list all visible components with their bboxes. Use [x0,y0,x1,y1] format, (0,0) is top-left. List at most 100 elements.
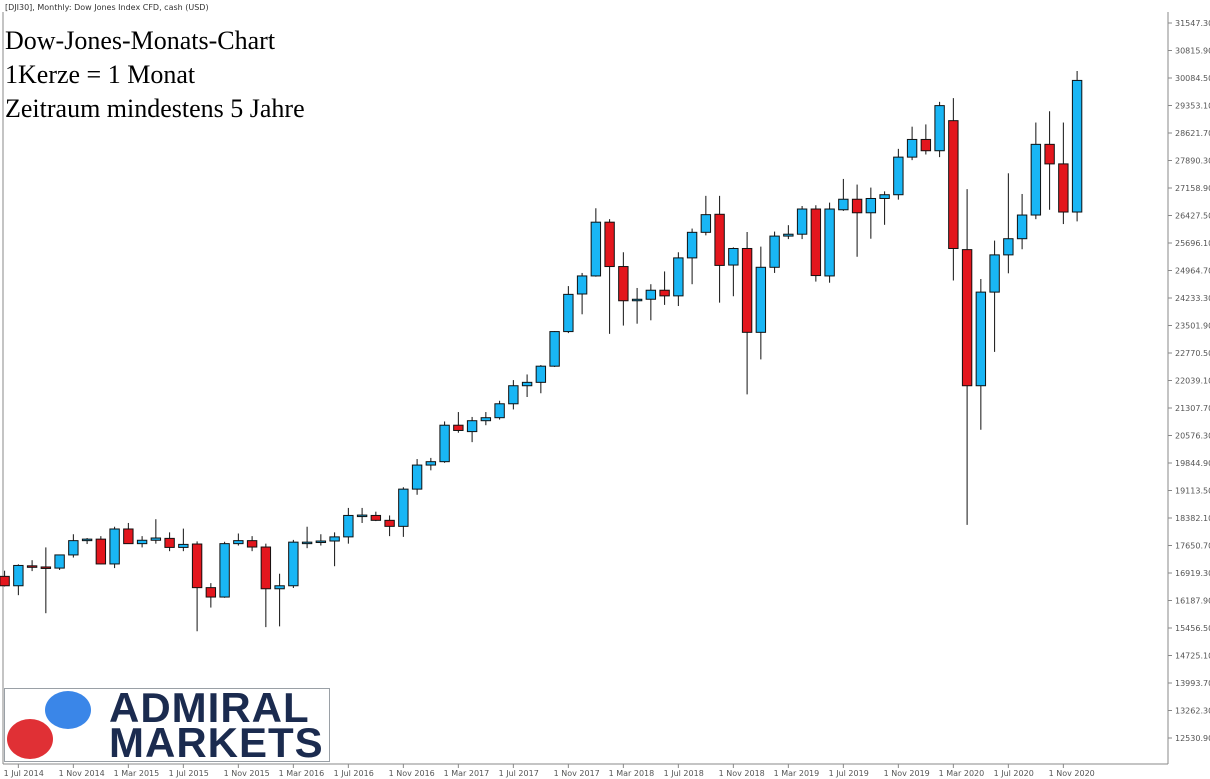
candle [68,534,79,558]
admiral-markets-logo: ADMIRAL MARKETS [4,687,330,766]
time-tick-label: 1 Nov 2018 [719,769,765,778]
time-tick-label: 1 Nov 2020 [1049,769,1095,778]
candle-body-down [370,514,382,521]
candle-body-up [824,208,835,277]
price-tick-label: 26427.50 [1175,212,1210,221]
candles [0,71,1083,632]
time-tick-label: 1 Nov 2019 [884,769,930,778]
candle-body-up [219,543,230,598]
time-tick-label: 1 Mar 2017 [444,769,490,778]
candle [618,252,629,326]
price-tick-label: 20576.30 [1175,432,1210,441]
candle [824,202,835,283]
candle [741,231,753,395]
candle [934,101,945,158]
candle-body-up [865,197,877,214]
candle-body-up [178,543,189,548]
candle-body-up [1030,143,1042,216]
time-tick-label: 1 Nov 2016 [389,769,435,778]
candle [1030,122,1042,220]
candle [343,507,354,544]
price-tick-label: 16187.90 [1175,597,1210,606]
candle [659,271,670,305]
candle-body-up [631,298,643,302]
time-tick-label: 1 Jul 2019 [829,769,869,778]
price-tick-label: 21307.70 [1175,404,1210,413]
price-tick-label: 15456.50 [1175,624,1210,633]
candle-body-down [95,538,107,565]
candle [370,511,382,522]
candle-body-down [920,138,932,152]
price-tick-label: 24233.30 [1175,294,1210,303]
candle [150,519,162,544]
candle [246,536,258,552]
chart-caption-candle-note: 1Kerze = 1 Monat [5,60,196,89]
candle [274,573,285,627]
price-tick-label: 12530.90 [1175,734,1210,743]
candle [838,178,849,211]
candle-body-down [191,543,203,589]
time-tick-label: 1 Mar 2018 [609,769,655,778]
time-tick-label: 1 Jul 2020 [994,769,1034,778]
candle [384,515,395,537]
candle [0,570,10,587]
candle-body-down [810,208,822,277]
candle [26,560,38,572]
price-tick-label: 14725.10 [1175,652,1210,661]
price-tick-label: 16919.30 [1175,569,1210,578]
candle-body-up [645,289,657,300]
candle [439,421,450,463]
candle [288,539,299,589]
price-tick-label: 22770.50 [1175,349,1210,358]
price-tick-label: 24964.70 [1175,267,1210,276]
candle-body-up [480,417,492,422]
logo-word-markets: MARKETS [109,719,324,766]
candle [576,272,588,315]
price-tick-label: 23501.90 [1175,322,1210,331]
candle-body-up [508,385,519,405]
candle-body-up [1003,238,1014,256]
candle [700,195,712,236]
candle-body-up [879,194,890,199]
candle-body-down [659,289,670,297]
candle-body-up [576,275,588,295]
candle-body-up [796,208,808,235]
candle [879,191,890,225]
candle [1071,71,1083,222]
candle [521,374,533,398]
candle-body-up [535,365,547,383]
candle-body-up [315,540,327,544]
candle [260,543,272,628]
chart-header: [DJI30], Monthly: Dow Jones Index CFD, c… [5,3,209,12]
time-tick-label: 1 Nov 2014 [59,769,105,778]
chart-caption-period-note: Zeitraum mindestens 5 Jahre [5,94,305,123]
candle [673,252,684,307]
candle [769,231,780,273]
candle-body-down [164,537,175,548]
candle-body-up [700,214,712,233]
candle-body-up [439,424,450,463]
candle-body-up [755,266,767,333]
candle [810,205,822,282]
candle-body-up [838,198,849,211]
candle [686,228,698,285]
candle-body-up [398,488,409,527]
candle [851,184,863,257]
price-tick-label: 19844.90 [1175,459,1210,468]
candle [755,246,767,360]
candle-body-up [673,257,684,297]
price-tick-label: 17650.70 [1175,542,1210,551]
candle [453,412,464,433]
candle-body-down [260,546,272,590]
candle [893,148,904,200]
candle [54,554,65,570]
candle-body-up [563,293,574,333]
candle-body-up [494,403,505,419]
candle [961,189,973,525]
candle [906,126,918,161]
candle [398,487,409,537]
candle-body-up [1071,79,1083,213]
candle-body-up [329,536,340,542]
time-tick-label: 1 Jul 2018 [664,769,704,778]
candle-body-up [13,564,24,587]
